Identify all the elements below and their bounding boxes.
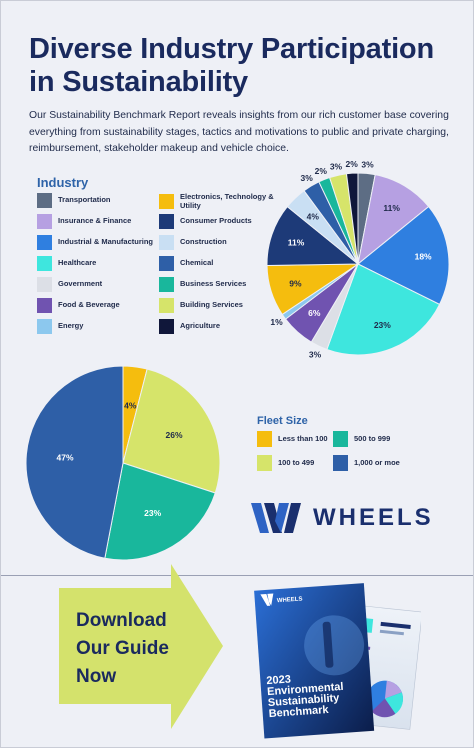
pie-label-building-services: 3%: [330, 161, 343, 171]
legend-swatch: [333, 455, 348, 471]
legend-swatch: [257, 455, 272, 471]
legend-item-industrial-manufacturing: Industrial & Manufacturing: [37, 235, 168, 250]
legend-swatch: [37, 193, 52, 208]
legend-label: 1,000 or moe: [354, 457, 400, 467]
fleet-legend-item-1-000-or-moe: 1,000 or moe: [333, 455, 418, 471]
legend-swatch: [37, 214, 52, 229]
intro-paragraph: Our Sustainability Benchmark Report reve…: [29, 110, 449, 154]
legend-label: Government: [58, 279, 103, 289]
legend-item-insurance-finance: Insurance & Finance: [37, 214, 168, 229]
pie-label-less-than-100: 4%: [124, 400, 137, 410]
legend-item-agriculture: Agriculture: [159, 319, 290, 334]
pie-label-1-000-or-moe: 47%: [57, 453, 74, 463]
pie-label-agriculture: 2%: [346, 159, 359, 169]
pie-label-consumer-products: 11%: [288, 238, 305, 248]
pie-label-transportation: 3%: [361, 159, 374, 169]
download-guide-button[interactable]: Download Our Guide Now: [76, 610, 169, 687]
legend-label: Business Services: [180, 279, 247, 289]
pie-label-business-services: 2%: [315, 166, 328, 176]
legend-item-healthcare: Healthcare: [37, 256, 168, 271]
legend-label: Insurance & Finance: [58, 216, 132, 226]
legend-swatch: [159, 235, 174, 250]
legend-item-government: Government: [37, 277, 168, 292]
pie-slice-1-000-or-moe: [25, 365, 124, 559]
fleet-legend-item-500-to-999: 500 to 999: [333, 431, 418, 447]
legend-swatch: [37, 235, 52, 250]
legend-swatch: [159, 256, 174, 271]
pie-label-healthcare: 23%: [374, 320, 391, 330]
legend-item-energy: Energy: [37, 319, 168, 334]
pie-label-chemical: 3%: [300, 173, 313, 183]
pie-label-insurance-finance: 11%: [383, 203, 400, 213]
legend-label: Building Services: [180, 300, 243, 310]
legend-swatch: [37, 277, 52, 292]
legend-label: 500 to 999: [354, 433, 391, 443]
fleet-legend-title: Fleet Size: [257, 415, 308, 427]
legend-label: Industrial & Manufacturing: [58, 237, 154, 247]
legend-swatch: [159, 214, 174, 229]
brand-name: WHEELS: [313, 504, 434, 531]
guide-cover-title: 2023EnvironmentalSustainabilityBenchmark: [266, 670, 345, 720]
legend-label: 100 to 499: [278, 457, 315, 467]
legend-label: Transportation: [58, 195, 111, 205]
legend-swatch: [257, 431, 272, 447]
legend-label: Energy: [58, 321, 84, 331]
legend-label: Chemical: [180, 258, 214, 268]
fleet-size-pie-chart: 4% 26% 23% 47%: [25, 365, 221, 561]
legend-label: Construction: [180, 237, 227, 247]
legend-item-construction: Construction: [159, 235, 290, 250]
legend-swatch: [333, 431, 348, 447]
legend-item-chemical: Chemical: [159, 256, 290, 271]
pie-label-industrial-manufacturing: 18%: [415, 252, 432, 262]
legend-item-business-services: Business Services: [159, 277, 290, 292]
pie-slice-500-to-999: [104, 462, 216, 561]
legend-swatch: [159, 319, 174, 334]
guide-cover-image[interactable]: WHEELS 2023EnvironmentalSustainabilityBe…: [251, 579, 421, 739]
legend-label: Electronics, Technology & Utility: [180, 192, 274, 210]
page-title: Diverse Industry Participation in Sustai…: [29, 33, 434, 98]
wheels-w-logo-icon: [251, 503, 301, 533]
legend-swatch: [159, 194, 174, 209]
legend-item-building-services: Building Services: [159, 298, 290, 313]
pie-label-100-to-499: 26%: [165, 430, 182, 440]
legend-swatch: [37, 256, 52, 271]
pie-slice-100-to-499: [122, 368, 221, 494]
legend-swatch: [37, 319, 52, 334]
legend-label: Less than 100: [278, 433, 328, 443]
legend-swatch: [37, 298, 52, 313]
pie-slice-agriculture: [345, 172, 359, 265]
download-arrow[interactable]: [59, 564, 223, 729]
legend-swatch: [159, 298, 174, 313]
pie-label-construction: 4%: [307, 212, 320, 222]
legend-item-consumer-products: Consumer Products: [159, 214, 290, 229]
wheels-brand: WHEELS: [251, 501, 434, 535]
legend-item-electronics-technology-utility: Electronics, Technology & Utility: [159, 192, 290, 210]
guide-cover-brand: WHEELS: [277, 596, 303, 604]
legend-item-transportation: Transportation: [37, 193, 168, 208]
fleet-legend-item-100-to-499: 100 to 499: [257, 455, 342, 471]
legend-swatch: [159, 277, 174, 292]
pie-slice-industrial-manufacturing: [357, 205, 450, 306]
pie-label-government: 3%: [309, 349, 322, 359]
legend-item-food-beverage: Food & Beverage: [37, 298, 168, 313]
pie-label-500-to-999: 23%: [144, 508, 161, 518]
fleet-legend-item-less-than-100: Less than 100: [257, 431, 342, 447]
pie-label-energy: 1%: [270, 317, 283, 327]
legend-label: Healthcare: [58, 258, 97, 268]
section-divider: [1, 575, 473, 576]
pie-label-food-beverage: 6%: [308, 308, 321, 318]
legend-label: Food & Beverage: [58, 300, 120, 310]
pie-slice-healthcare: [326, 263, 441, 356]
legend-label: Consumer Products: [180, 216, 252, 226]
industry-legend-title: Industry: [37, 175, 89, 190]
pie-label-electronics-technology-utility: 9%: [289, 278, 302, 288]
industry-pie-chart: 3%11%18%23%3%6%1%9%11%4%3%2% 3% 2%: [266, 159, 450, 359]
legend-label: Agriculture: [180, 321, 221, 331]
